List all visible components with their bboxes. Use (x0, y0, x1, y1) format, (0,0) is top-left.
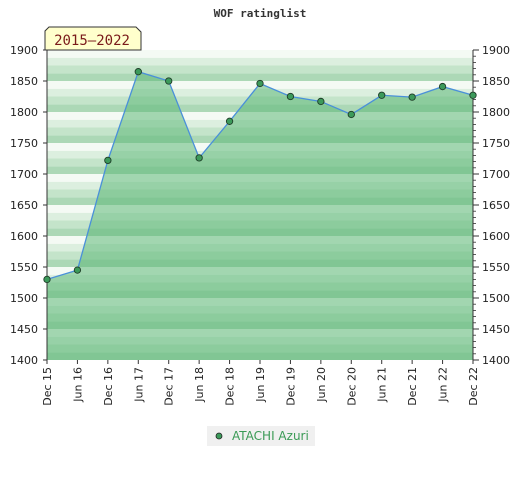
x-tick-label: Jun 18 (193, 367, 206, 403)
y-ticks-left: 1400 1450 1500 1550 1600 1650 1700 1750 1800 1850… (10, 44, 47, 367)
y-tick-label: 1450 (10, 323, 38, 336)
y-tick-label: 1650 (10, 199, 38, 212)
legend-label: ATACHI Azuri (232, 429, 309, 443)
data-point[interactable] (73, 266, 82, 274)
x-tick-label: Dec 19 (284, 367, 297, 406)
y-tick-label: 1650 (482, 199, 510, 212)
y-tick-label: 1750 (10, 137, 38, 150)
background-band (47, 73, 473, 81)
period-badge: 2015–2022 (44, 26, 142, 51)
legend[interactable]: ATACHI Azuri (207, 426, 315, 446)
y-tick-label: 1500 (482, 292, 510, 305)
data-point[interactable] (225, 117, 234, 125)
series-area (47, 71, 473, 360)
y-tick-label: 1450 (482, 323, 510, 336)
x-tick-label: Jun 22 (437, 367, 450, 403)
data-point[interactable] (438, 82, 447, 91)
x-tick-label: Dec 20 (345, 367, 358, 406)
data-point[interactable] (317, 97, 325, 106)
x-tick-label: Dec 22 (467, 367, 480, 406)
x-tick-label: Dec 17 (163, 367, 176, 406)
y-tick-label: 1700 (482, 168, 510, 181)
data-point[interactable] (195, 154, 203, 162)
background-band (47, 57, 473, 66)
data-point[interactable] (408, 93, 416, 101)
y-tick-label: 1800 (10, 106, 38, 119)
y-tick-label: 1600 (10, 230, 38, 243)
y-tick-label: 1550 (10, 261, 38, 274)
y-tick-label: 1750 (482, 137, 510, 150)
x-tick-label: Jun 16 (71, 367, 84, 403)
y-tick-label: 1800 (482, 106, 510, 119)
background-band (47, 65, 473, 74)
y-tick-label: 1400 (10, 354, 38, 367)
x-tick-label: Jun 19 (254, 367, 267, 403)
data-point[interactable] (286, 92, 295, 101)
x-ticks: Dec 15 Jun 16 Dec 16 Jun 17 Dec 17 Jun 18 Dec … (41, 360, 480, 406)
y-tick-label: 1900 (10, 44, 38, 57)
data-point[interactable] (43, 275, 51, 284)
y-tick-label: 1700 (10, 168, 38, 181)
legend-marker-icon (215, 432, 223, 440)
x-tick-label: Jun 20 (315, 367, 328, 403)
background-band (47, 50, 473, 58)
x-tick-label: Dec 15 (41, 367, 54, 406)
data-point[interactable] (378, 91, 386, 99)
data-point[interactable] (104, 156, 112, 165)
x-tick-label: Dec 18 (224, 367, 237, 406)
chart-title: WOF ratinglist (214, 7, 307, 20)
data-point[interactable] (165, 77, 173, 85)
data-point[interactable] (256, 79, 264, 88)
data-point[interactable] (469, 91, 477, 99)
x-tick-label: Jun 17 (132, 367, 145, 403)
x-tick-label: Dec 16 (102, 367, 115, 406)
y-tick-label: 1900 (482, 44, 510, 57)
y-tick-label: 1850 (482, 75, 510, 88)
x-tick-label: Jun 21 (376, 367, 389, 403)
y-tick-label: 1550 (482, 261, 510, 274)
y-ticks-right: 1400 1450 1500 1550 1600 1650 1700 1750 1800 1850… (473, 44, 510, 367)
y-tick-label: 1600 (482, 230, 510, 243)
y-tick-label: 1400 (482, 354, 510, 367)
x-tick-label: Dec 21 (406, 367, 419, 406)
period-label: 2015–2022 (54, 33, 130, 49)
data-point[interactable] (347, 110, 355, 119)
data-points (43, 68, 477, 284)
y-tick-label: 1850 (10, 75, 38, 88)
data-point[interactable] (134, 68, 142, 76)
y-tick-label: 1500 (10, 292, 38, 305)
